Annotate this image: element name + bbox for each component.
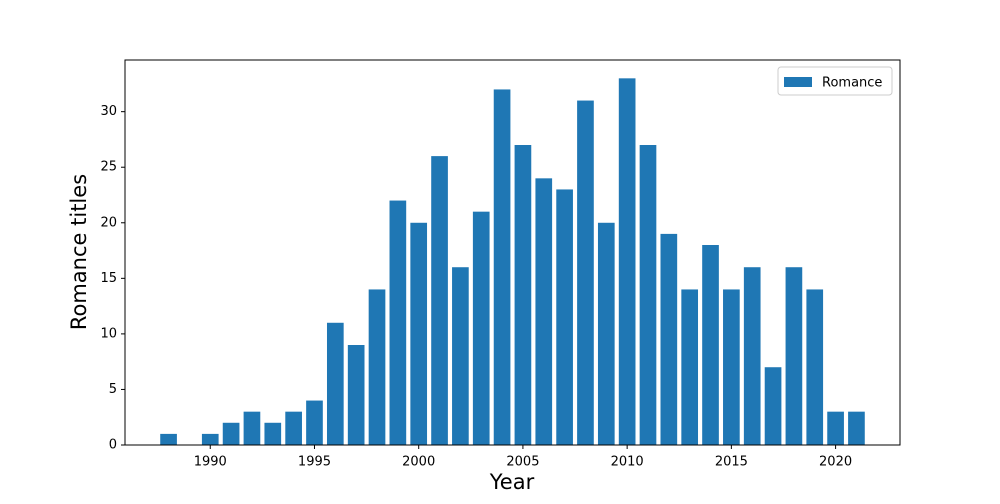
bar [452,267,469,445]
bar [472,211,490,445]
bar [389,200,407,445]
y-tick-label: 15 [100,271,117,286]
y-tick-label: 25 [100,160,117,175]
bar [201,433,219,445]
x-tick-label: 2020 [819,455,852,470]
y-tick-label: 20 [100,215,117,230]
bar [597,222,615,445]
bar [848,411,865,445]
bar [723,289,740,445]
bar [243,411,261,445]
bar [743,267,761,445]
bar [493,89,511,445]
plot-frame [124,59,901,446]
bar [681,289,699,445]
x-axis-label: Year [489,470,535,494]
y-tick-label: 5 [109,382,117,397]
x-tick-label: 2005 [506,455,539,470]
bar [618,78,636,445]
bar [785,267,803,445]
bar [285,411,302,445]
x-tick-label: 1990 [194,455,227,470]
x-tick-label: 2015 [715,455,748,470]
bar [764,367,782,445]
bar [702,245,719,445]
bar [535,178,553,446]
y-tick-label: 0 [109,438,117,453]
bar [264,422,282,445]
bar [410,222,428,445]
y-axis-label: Romance titles [67,174,91,330]
bar [368,289,386,445]
bar [326,322,344,445]
legend-box [777,66,893,96]
bar [347,345,365,445]
legend-swatch [784,77,812,87]
bar [160,433,177,445]
bar [222,422,240,445]
bar [306,400,323,445]
bar [806,289,824,445]
bar [660,233,678,445]
x-tick-label: 2000 [402,455,435,470]
x-tick-label: 1995 [298,455,331,470]
y-tick-label: 10 [100,326,117,341]
legend-label: Romance [822,76,882,91]
y-tick-label: 30 [100,104,117,119]
bar [556,189,573,445]
bar [639,145,657,445]
x-tick-label: 2010 [611,455,644,470]
bar [514,145,532,445]
bar [577,100,594,446]
bar [431,156,448,445]
bar [827,411,844,445]
